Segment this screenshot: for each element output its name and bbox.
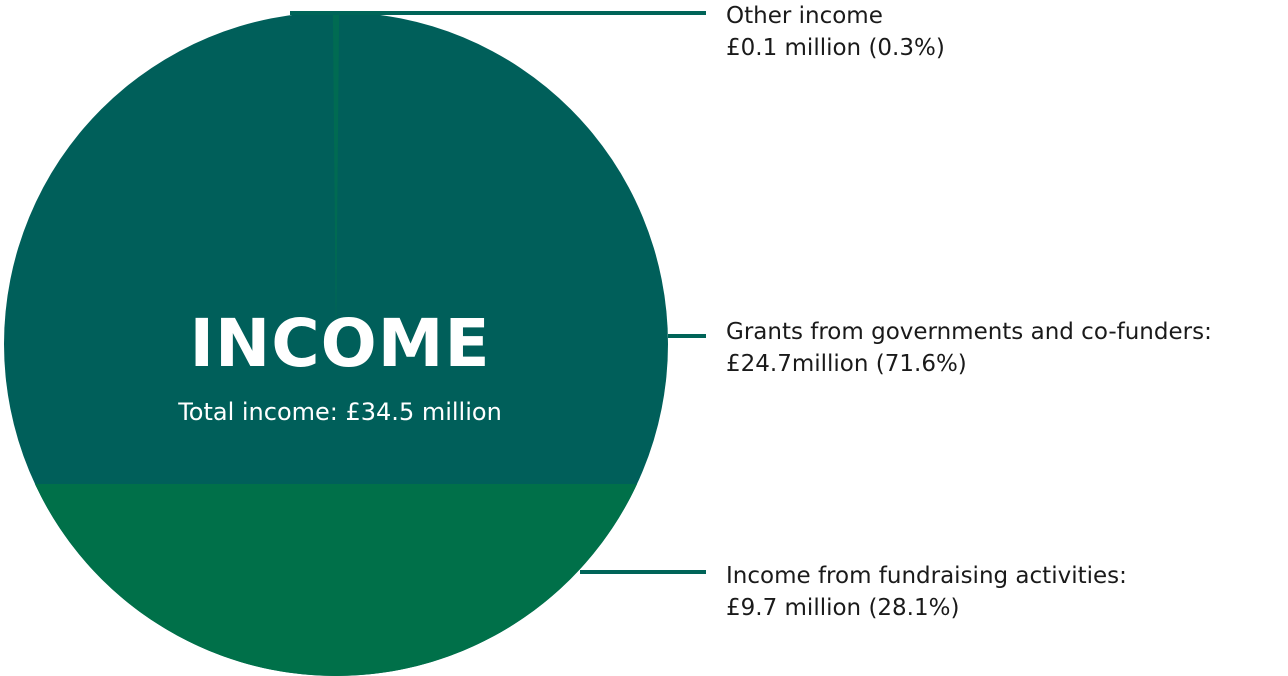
leader-lines — [290, 11, 706, 574]
label-other-income: Other income £0.1 million (0.3%) — [726, 0, 945, 64]
slice-label-grants: Grants from governments and co-funders: — [726, 319, 1212, 345]
label-grants: Grants from governments and co-funders: … — [726, 316, 1212, 380]
chart-title: INCOME — [189, 305, 491, 382]
slice-value-other-income: £0.1 million (0.3%) — [726, 35, 945, 61]
slice-fundraising — [34, 484, 638, 676]
slice-label-fundraising: Income from fundraising activities: — [726, 563, 1127, 589]
slice-value-grants: £24.7million (71.6%) — [726, 351, 967, 377]
slice-value-fundraising: £9.7 million (28.1%) — [726, 595, 960, 621]
chart-subtitle: Total income: £34.5 million — [178, 398, 502, 426]
pie-slices — [4, 12, 668, 676]
slice-label-other-income: Other income — [726, 3, 883, 29]
slice-other-income — [332, 12, 340, 345]
label-fundraising: Income from fundraising activities: £9.7… — [726, 560, 1127, 624]
